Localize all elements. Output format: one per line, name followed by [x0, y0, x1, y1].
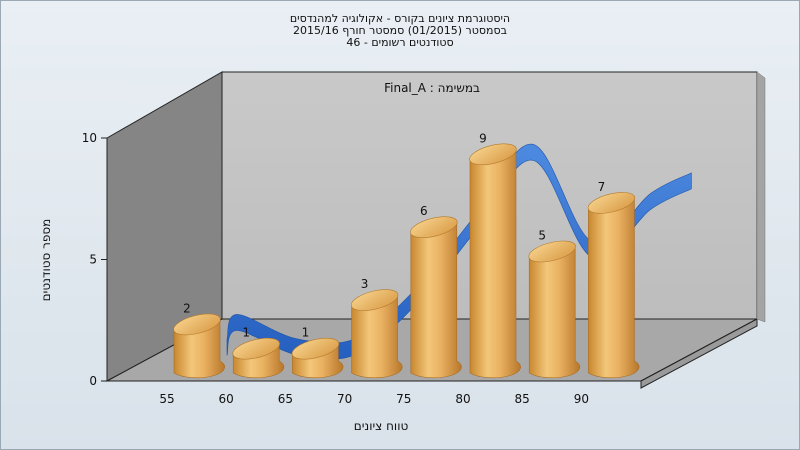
bar-top	[291, 337, 340, 360]
x-tick-label: 60	[219, 392, 234, 406]
bar-data-label: 5	[538, 229, 546, 243]
x-tick-label: 70	[337, 392, 352, 406]
bar-top	[528, 240, 576, 263]
y-tick-label: 5	[89, 253, 97, 267]
bars: 2 1 1 3 6 9 5 7	[173, 131, 640, 379]
x-tick-label: 55	[159, 392, 174, 406]
x-axis-label: טווח ציונים	[354, 419, 409, 433]
bar: 3	[350, 277, 403, 379]
right-wall-edge	[756, 71, 766, 323]
bar-body	[469, 147, 521, 379]
x-tick-label: 85	[515, 392, 530, 406]
y-tick-label: 10	[82, 131, 97, 145]
chart-title-line-3: סטודנטים רשומים - 46	[346, 36, 454, 49]
bar-top	[587, 192, 636, 214]
bar-data-label: 1	[242, 326, 250, 340]
chart-title-line-2: בסמסטר (01/2015) סמסטר חורף 2015/16	[293, 24, 507, 37]
bar-top	[469, 143, 517, 166]
x-tick-label: 65	[278, 392, 293, 406]
y-tick-label: 0	[89, 374, 97, 388]
bar-data-label: 7	[598, 180, 606, 194]
x-tick-label: 75	[396, 392, 411, 406]
bar: 2	[173, 301, 225, 379]
bar: 9	[469, 131, 521, 379]
bar-body	[528, 245, 581, 379]
chart-title-line-1: היסטוגרמת ציונים בקורס - אקולוגיה למהנדס…	[289, 12, 511, 25]
bar-data-label: 2	[183, 301, 191, 315]
bar-body	[351, 293, 403, 379]
bar-body	[588, 196, 640, 379]
bar: 1	[232, 326, 285, 379]
bar-body	[410, 220, 462, 379]
bar-top	[350, 289, 399, 311]
bar-data-label: 6	[420, 204, 428, 218]
x-tick-label: 80	[455, 392, 470, 406]
bar-data-label: 1	[302, 326, 310, 340]
x-tick-label: 90	[574, 392, 589, 406]
bar: 7	[587, 180, 640, 379]
bar-top	[173, 313, 221, 336]
bar-data-label: 9	[479, 131, 487, 145]
bar: 5	[528, 229, 581, 379]
bar-top	[410, 216, 458, 238]
right-floor-edge	[640, 318, 758, 389]
chart-annotation: Final_A : במשימה	[384, 81, 480, 95]
bar-data-label: 3	[361, 277, 369, 291]
bar: 1	[291, 326, 344, 379]
y-axis-label: מספר סטודנטים	[39, 219, 53, 302]
bar-top	[232, 337, 280, 360]
bar: 6	[410, 204, 462, 379]
